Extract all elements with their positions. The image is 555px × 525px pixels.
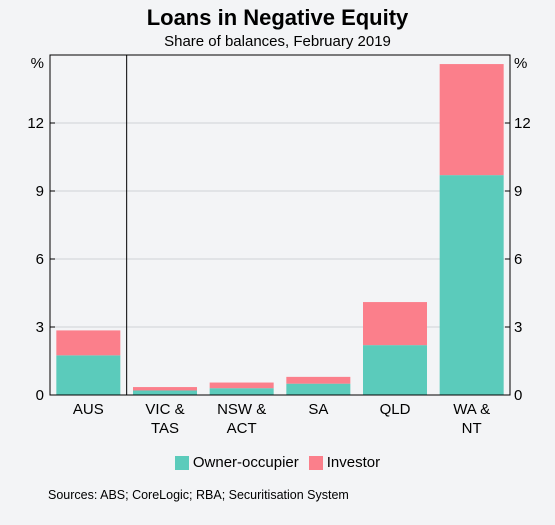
y-tick-label-left: 6 xyxy=(36,251,44,268)
y-tick-label-right: 3 xyxy=(514,319,522,336)
legend-item-investor: Investor xyxy=(308,454,381,471)
y-tick-label-right: 9 xyxy=(514,183,522,200)
legend-label-investor: Investor xyxy=(326,454,381,471)
source-note: Sources: ABS; CoreLogic; RBA; Securitisa… xyxy=(48,488,349,502)
legend-swatch-owner-occupier xyxy=(174,455,189,470)
axes xyxy=(49,54,511,396)
x-tick-labels: AUS VIC & TAS NSW & ACT SA QLD WA & NT xyxy=(73,401,490,437)
bar-investor-2 xyxy=(209,382,274,389)
x-tick-label-line: ACT xyxy=(227,420,257,437)
y-tick-label-right: 6 xyxy=(514,251,522,268)
bar-investor-4 xyxy=(363,302,427,346)
y-tick-label-left: 9 xyxy=(36,183,44,200)
bar-owner-occupier-5 xyxy=(439,175,504,395)
bar-owner-occupier-4 xyxy=(363,345,427,395)
bar-owner-occupier-2 xyxy=(209,388,274,395)
bar-investor-1 xyxy=(133,387,197,391)
x-tick-label: WA & NT xyxy=(453,401,490,437)
bars xyxy=(56,64,504,395)
x-tick-label: NSW & ACT xyxy=(217,401,266,437)
x-tick-label-line: TAS xyxy=(151,420,179,437)
y-tick-label-right: 0 xyxy=(514,387,522,404)
y-tick-label-right: 12 xyxy=(514,115,531,132)
x-tick-label: AUS xyxy=(73,401,104,418)
y-tick-label-left: 12 xyxy=(27,115,44,132)
y-ticks-right: 0 3 6 9 12% xyxy=(514,55,531,404)
x-tick-label-line: VIC & xyxy=(145,401,184,418)
x-tick-label: QLD xyxy=(380,401,411,418)
x-tick-label-line: NT xyxy=(462,420,482,437)
bar-owner-occupier-3 xyxy=(286,383,351,395)
y-tick-label-left: 0 xyxy=(36,387,44,404)
y-tick-label-left: 3 xyxy=(36,319,44,336)
legend-swatch-investor xyxy=(308,455,323,470)
plot-frame xyxy=(49,54,511,396)
x-tick-label: SA xyxy=(308,401,328,418)
x-tick-label-line: AUS xyxy=(73,401,104,418)
legend-label-owner-occupier: Owner-occupier xyxy=(192,454,299,471)
bar-investor-3 xyxy=(286,376,351,384)
legend: Owner-occupier Investor xyxy=(0,454,555,471)
x-tick-label-line: NSW & xyxy=(217,401,266,418)
chart-subtitle: Share of balances, February 2019 xyxy=(164,33,391,50)
x-tick-label: VIC & TAS xyxy=(145,401,184,437)
x-tick-label-line: WA & xyxy=(453,401,490,418)
legend-item-owner-occupier: Owner-occupier xyxy=(174,454,299,471)
bar-owner-occupier-0 xyxy=(56,355,121,395)
y-ticks-left: 0 3 6 9 12% xyxy=(27,55,44,404)
bar-investor-0 xyxy=(56,330,121,356)
bar-investor-5 xyxy=(439,64,504,176)
bar-owner-occupier-1 xyxy=(133,390,197,395)
y-unit-right: % xyxy=(514,55,527,72)
x-tick-label-line: SA xyxy=(308,401,328,418)
x-tick-label-line: QLD xyxy=(380,401,411,418)
y-unit-left: % xyxy=(31,55,44,72)
chart-title: Loans in Negative Equity xyxy=(146,5,409,30)
